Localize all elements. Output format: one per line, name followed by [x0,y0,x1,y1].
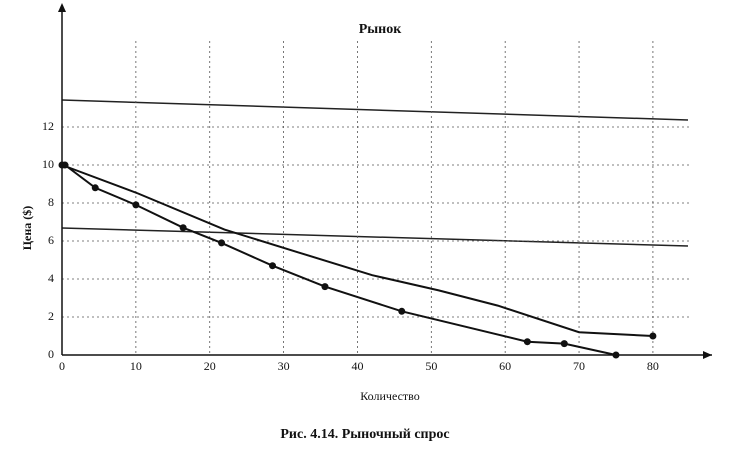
data-point [132,201,140,209]
data-point [91,184,99,192]
axis-arrow [58,3,66,12]
data-point [523,338,531,346]
x-tick-label: 0 [59,359,65,373]
y-tick-label: 0 [48,347,54,361]
y-tick-label: 2 [48,309,54,323]
y-axis-label: Цена ($) [20,206,34,251]
axis-arrow [703,351,712,359]
x-tick-label: 20 [204,359,216,373]
x-axis-label: Количество [360,389,419,403]
data-point [560,340,568,348]
y-tick-label: 12 [42,119,54,133]
figure-caption: Рис. 4.14. Рыночный спрос [280,427,449,442]
data-point [218,239,226,247]
y-tick-label: 4 [48,271,54,285]
x-tick-label: 10 [130,359,142,373]
data-point [649,332,657,340]
data-point [321,283,329,291]
data-point [612,351,620,359]
x-tick-label: 50 [425,359,437,373]
series-line [61,164,653,337]
data-point [58,161,66,169]
scan-line [61,227,689,247]
chart-title: Рынок [359,22,403,37]
y-tick-label: 10 [42,157,54,171]
scan-line [61,99,689,121]
y-tick-label: 8 [48,195,54,209]
data-point [269,262,277,270]
x-tick-label: 70 [573,359,585,373]
series-line [64,164,617,356]
data-point [179,224,187,232]
x-tick-label: 30 [278,359,290,373]
x-tick-label: 60 [499,359,511,373]
data-point [398,307,406,315]
x-tick-label: 80 [647,359,659,373]
y-tick-label: 6 [48,233,54,247]
x-tick-label: 40 [351,359,363,373]
